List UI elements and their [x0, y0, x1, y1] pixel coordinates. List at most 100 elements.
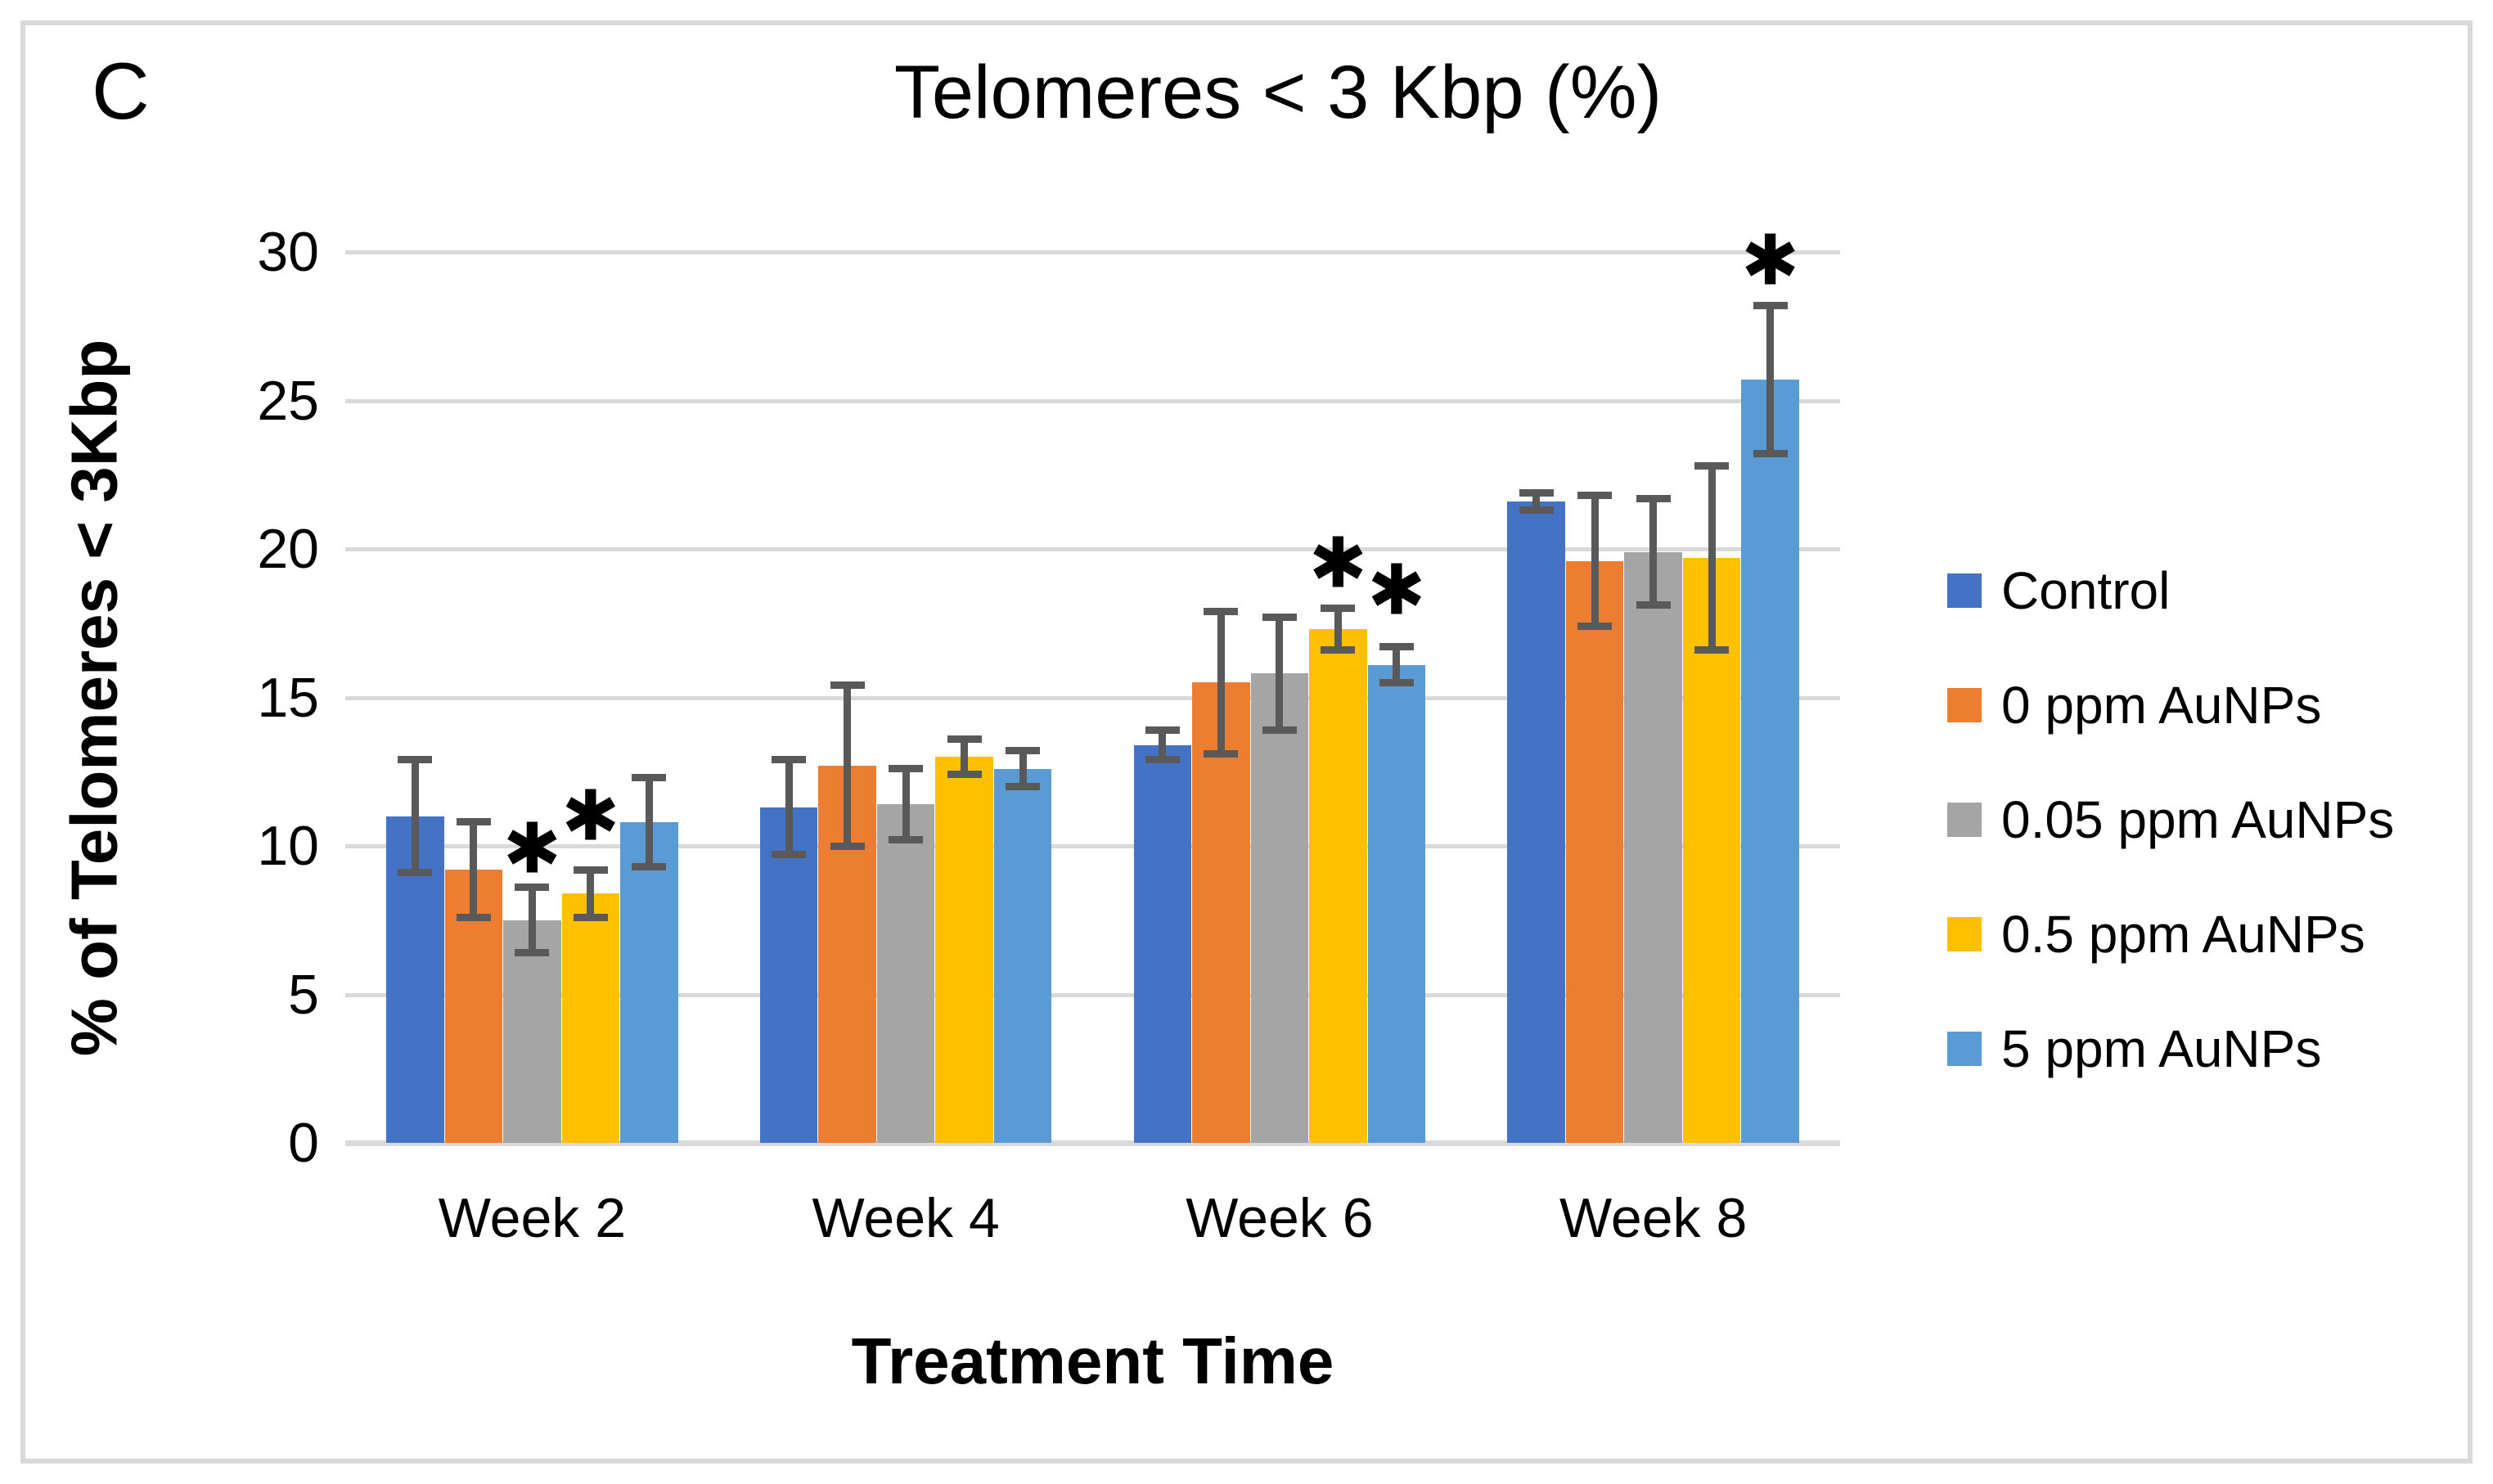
y-axis-tick-label: 30	[257, 221, 319, 283]
error-bar-line	[1532, 492, 1541, 510]
error-bar-cap	[515, 949, 550, 957]
error-bar-cap	[889, 765, 924, 773]
error-bar-line	[528, 887, 536, 953]
error-bar-line	[1708, 465, 1716, 650]
x-axis-tick-label: Week 8	[1559, 1187, 1748, 1249]
figure-border	[20, 20, 2473, 1464]
error-bar-line	[470, 821, 478, 918]
error-bar-cap	[889, 836, 924, 844]
legend-item: 0.05 ppm AuNPs	[1947, 789, 2394, 850]
error-bar-cap	[1145, 756, 1180, 764]
significance-asterisk: ✱	[1367, 551, 1426, 630]
gridline	[345, 547, 1840, 551]
bar	[1250, 673, 1309, 1143]
legend-item: 0.5 ppm AuNPs	[1947, 903, 2394, 965]
legend: Control 0 ppm AuNPs 0.05 ppm AuNPs 0.5 ppm …	[1947, 560, 2394, 1079]
error-bar-cap	[1006, 747, 1041, 755]
error-bar-line	[411, 759, 419, 873]
gridline	[345, 695, 1840, 700]
error-bar-cap	[947, 735, 982, 743]
x-axis-line	[345, 1140, 1840, 1146]
error-bar-line	[1649, 498, 1658, 605]
error-bar-line	[587, 870, 595, 918]
bar	[620, 821, 678, 1143]
error-bar-cap	[1204, 749, 1239, 758]
x-axis-tick-label: Week 6	[1186, 1187, 1374, 1249]
error-bar-cap	[1321, 645, 1356, 654]
error-bar-line	[961, 739, 969, 775]
bar	[561, 893, 620, 1143]
y-axis-tick-label: 25	[257, 369, 319, 432]
chart-title: Telomeres < 3 Kbp (%)	[893, 51, 1663, 134]
legend-item: 5 ppm AuNPs	[1947, 1018, 2394, 1079]
plot-area: ✱ ✱ ✱ ✱ ✱	[345, 226, 1840, 1146]
bar	[1682, 557, 1741, 1143]
error-bar-cap	[1145, 726, 1180, 734]
error-bar-cap	[1006, 782, 1041, 790]
bar	[1192, 682, 1250, 1143]
error-bar-line	[844, 685, 852, 846]
y-axis-title-text: % of Telomeres < 3Kbp	[57, 339, 130, 1056]
legend-swatch	[1947, 802, 1982, 837]
legend-item: Control	[1947, 560, 2394, 621]
x-axis-tick-label: Week 4	[812, 1187, 1000, 1249]
error-bar-cap	[1753, 301, 1788, 309]
error-bar-cap	[1519, 488, 1554, 497]
y-axis-tick-label: 15	[257, 666, 319, 729]
bar	[1507, 501, 1565, 1143]
error-bar-cap	[1321, 605, 1356, 613]
error-bar-cap	[1262, 613, 1297, 621]
bar	[503, 920, 561, 1143]
error-bar-cap	[515, 884, 550, 892]
error-bar-line	[1159, 730, 1167, 760]
bar	[759, 807, 818, 1143]
error-bar-line	[645, 777, 653, 867]
error-bar-cap	[772, 756, 807, 764]
error-bar-cap	[947, 771, 982, 779]
error-bar-cap	[1379, 678, 1414, 686]
bar	[1367, 664, 1426, 1143]
x-axis-title: Treatment Time	[851, 1324, 1334, 1397]
legend-label: 5 ppm AuNPs	[2001, 1019, 2322, 1078]
y-axis-tick-label: 10	[257, 815, 319, 877]
significance-asterisk: ✱	[1308, 524, 1367, 603]
error-bar-cap	[1753, 450, 1788, 458]
legend-label: 0 ppm AuNPs	[2001, 675, 2322, 735]
error-bar-cap	[1519, 506, 1554, 515]
legend-label: Control	[2001, 560, 2171, 620]
error-bar-cap	[398, 869, 433, 877]
error-bar-cap	[830, 681, 865, 690]
bar	[1741, 380, 1799, 1143]
error-bar-cap	[772, 851, 807, 859]
bar	[935, 757, 993, 1143]
error-bar-cap	[632, 774, 667, 781]
error-bar-cap	[1694, 645, 1730, 654]
error-bar-cap	[456, 818, 491, 826]
gridline	[345, 250, 1840, 254]
gridline	[345, 844, 1840, 848]
error-bar-line	[1766, 305, 1775, 454]
error-bar-line	[1217, 611, 1225, 754]
y-axis-tick-label: 0	[288, 1112, 319, 1174]
error-bar-line	[1393, 646, 1401, 683]
error-bar-cap	[1694, 461, 1730, 470]
error-bar-cap	[830, 842, 865, 850]
significance-asterisk: ✱	[1741, 222, 1800, 300]
legend-swatch	[1947, 1031, 1982, 1066]
error-bar-cap	[1204, 607, 1239, 615]
significance-asterisk: ✱	[502, 810, 561, 888]
error-bar-line	[1334, 608, 1342, 650]
error-bar-cap	[1636, 494, 1671, 502]
error-bar-cap	[632, 862, 667, 870]
bar	[1624, 551, 1682, 1143]
legend-swatch	[1947, 687, 1982, 722]
y-axis-tick-label: 5	[288, 963, 319, 1026]
error-bar-line	[785, 759, 793, 855]
error-bar-cap	[456, 913, 491, 921]
bar	[876, 804, 935, 1143]
error-bar-cap	[573, 866, 608, 874]
x-axis-tick-label: Week 2	[438, 1187, 627, 1249]
error-bar-cap	[1577, 492, 1613, 500]
error-bar-cap	[1262, 726, 1297, 734]
